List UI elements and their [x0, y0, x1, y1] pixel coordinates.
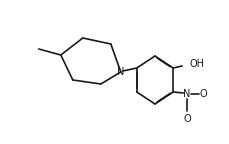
- Text: OH: OH: [189, 59, 204, 69]
- Text: O: O: [199, 89, 207, 99]
- Text: O: O: [183, 114, 191, 124]
- Text: N: N: [183, 89, 191, 99]
- Text: N: N: [117, 67, 125, 77]
